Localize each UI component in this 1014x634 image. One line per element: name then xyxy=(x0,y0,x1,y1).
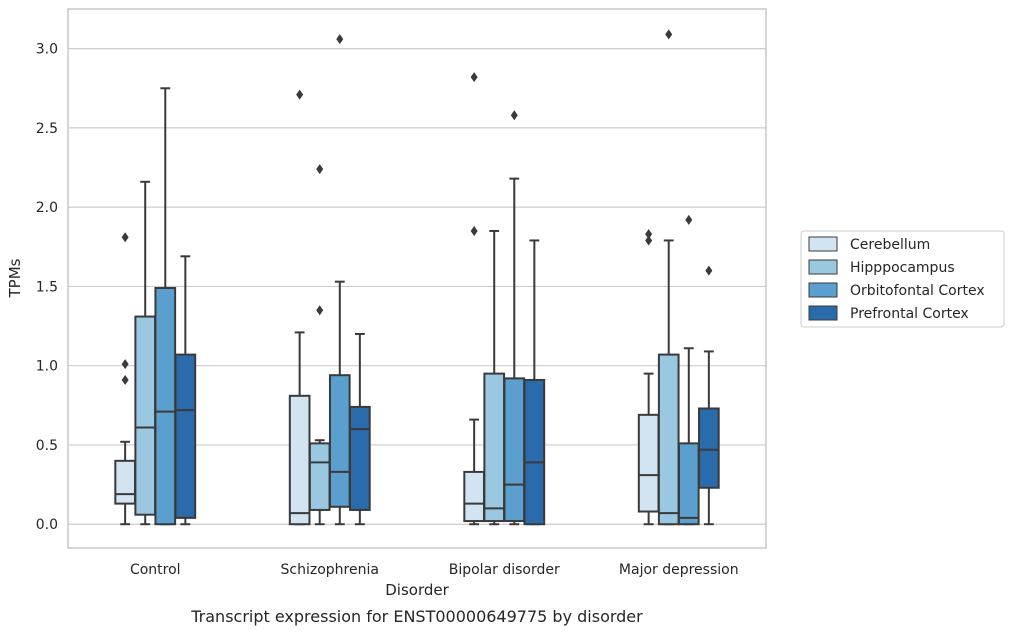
box xyxy=(308,442,331,511)
box xyxy=(483,372,506,523)
x-axis-ticks: Control Schizophrenia Bipolar disorder Majo… xyxy=(130,562,739,578)
box-group xyxy=(463,72,485,526)
box-group xyxy=(698,265,720,526)
outlier-point xyxy=(645,235,653,246)
y-tick-label: 1.0 xyxy=(36,359,58,375)
outlier-point xyxy=(470,72,478,83)
box xyxy=(523,378,546,526)
box-group xyxy=(637,229,660,526)
box-group xyxy=(523,239,546,526)
box xyxy=(657,353,680,526)
box-group xyxy=(154,87,177,526)
outlier-point xyxy=(665,29,673,40)
outlier-point xyxy=(510,110,518,121)
box-group xyxy=(328,34,351,526)
outlier-point xyxy=(316,164,324,175)
y-axis-title: TPMs xyxy=(6,258,24,298)
outlier-point xyxy=(705,265,713,276)
box-group xyxy=(349,332,371,526)
legend-item: Cerebellum xyxy=(808,236,930,253)
x-tick-label: Major depression xyxy=(619,562,739,578)
x-tick-label: Control xyxy=(130,562,181,578)
box xyxy=(154,287,177,526)
outlier-point xyxy=(316,305,324,316)
outlier-point xyxy=(296,89,304,100)
box-group xyxy=(483,229,506,526)
box xyxy=(114,459,136,505)
legend-item: Orbitofontal Cortex xyxy=(808,282,985,299)
box-group xyxy=(308,164,331,526)
outlier-point xyxy=(121,374,129,385)
outlier-point xyxy=(685,214,693,225)
box-group xyxy=(114,232,136,526)
box xyxy=(637,413,660,513)
y-axis-ticks: 0.0 0.5 1.0 1.5 2.0 2.5 3.0 xyxy=(36,42,58,534)
x-axis-title: Disorder xyxy=(385,581,449,599)
box xyxy=(503,377,526,523)
y-tick-label: 0.0 xyxy=(36,517,58,533)
box xyxy=(174,353,197,519)
legend-item: Hipppocampus xyxy=(808,259,955,276)
x-tick-label: Schizophrenia xyxy=(281,562,379,578)
y-tick-label: 1.5 xyxy=(36,279,58,295)
y-tick-label: 2.0 xyxy=(36,200,58,216)
series-group xyxy=(114,72,660,526)
legend-swatch xyxy=(808,259,838,275)
outlier-point xyxy=(645,229,653,240)
box xyxy=(349,405,371,511)
y-tick-label: 3.0 xyxy=(36,42,58,58)
box-plot-series xyxy=(114,29,720,526)
legend-swatch xyxy=(808,305,838,321)
legend: Cerebellum Hipppocampus Orbitofontal Corte… xyxy=(800,230,1005,328)
box xyxy=(463,470,485,523)
box-group xyxy=(174,255,197,526)
legend-frame xyxy=(800,230,1005,328)
box xyxy=(677,442,700,526)
box-group xyxy=(503,110,526,526)
legend-label: Prefrontal Cortex xyxy=(850,306,969,322)
legend-label: Hipppocampus xyxy=(850,260,955,276)
outlier-point xyxy=(121,359,129,370)
outlier-point xyxy=(336,34,344,45)
box xyxy=(698,407,720,489)
y-tick-label: 2.5 xyxy=(36,121,58,137)
outlier-point xyxy=(470,225,478,236)
box xyxy=(134,315,157,516)
series-group xyxy=(174,239,720,526)
box xyxy=(288,394,311,526)
box-group xyxy=(288,89,311,526)
legend-swatch xyxy=(808,282,838,298)
outlier-point xyxy=(121,232,129,243)
box xyxy=(328,374,351,508)
legend-label: Cerebellum xyxy=(850,237,930,253)
box-group xyxy=(134,180,157,526)
plot-frame xyxy=(67,8,767,549)
series-group xyxy=(154,34,700,526)
legend-item: Prefrontal Cortex xyxy=(808,305,969,322)
series-group xyxy=(134,29,680,526)
legend-label: Orbitofontal Cortex xyxy=(850,283,985,299)
legend-swatch xyxy=(808,236,838,252)
chart-caption: Transcript expression for ENST0000064977… xyxy=(190,607,643,626)
box-group xyxy=(657,29,680,526)
x-tick-label: Bipolar disorder xyxy=(449,562,560,578)
y-tick-label: 0.5 xyxy=(36,438,58,454)
box-group xyxy=(677,214,700,526)
